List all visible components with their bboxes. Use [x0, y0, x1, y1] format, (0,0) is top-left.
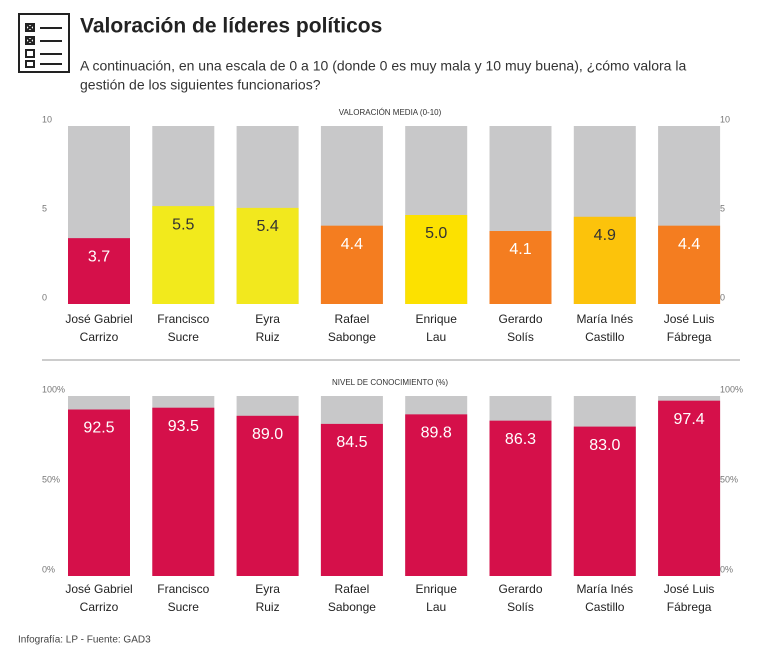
x-tick-label: Francisco [157, 582, 209, 596]
bar [320, 423, 383, 576]
bar [573, 426, 636, 576]
bar [405, 215, 468, 304]
subtitle: A continuación, en una escala de 0 a 10 … [80, 58, 686, 74]
value-label: 4.4 [678, 236, 700, 253]
x-tick-label: Ruiz [256, 600, 280, 614]
y-tick-label: 0 [42, 292, 47, 302]
source: Infografía: LP - Fuente: GAD3 [18, 635, 151, 646]
bar [489, 231, 552, 304]
value-label: 97.4 [674, 411, 705, 428]
x-tick-label: Solís [507, 600, 534, 614]
x-tick-label: Francisco [157, 312, 209, 326]
value-label: 89.8 [421, 425, 452, 442]
x-tick-label: Carrizo [80, 330, 119, 344]
y-tick-label: 0 [720, 292, 725, 302]
x-tick-label: Solís [507, 330, 534, 344]
value-label: 4.4 [341, 236, 363, 253]
title: Valoración de líderes políticos [80, 15, 382, 38]
x-tick-label: Sucre [168, 600, 200, 614]
bar [236, 207, 299, 304]
x-tick-label: José Luis [664, 582, 715, 596]
y-tick-label: 10 [720, 114, 730, 124]
x-tick-label: María Inés [576, 312, 633, 326]
bar [320, 225, 383, 304]
value-label: 5.0 [425, 225, 447, 242]
bar [489, 420, 552, 576]
x-tick-label: Gerardo [498, 582, 542, 596]
bar [658, 400, 721, 576]
x-tick-label: Rafael [335, 582, 370, 596]
x-tick-label: Lau [426, 600, 446, 614]
x-tick-label: Enrique [416, 582, 458, 596]
x-tick-label: María Inés [576, 582, 633, 596]
value-label: 4.9 [594, 227, 616, 244]
value-label: 93.5 [168, 418, 199, 435]
bar [573, 216, 636, 304]
value-label: 86.3 [505, 431, 536, 448]
value-label: 89.0 [252, 426, 283, 443]
y-tick-label: 0% [42, 564, 55, 574]
x-tick-label: José Luis [664, 312, 715, 326]
x-tick-label: Sabonge [328, 330, 376, 344]
subtitle: gestión de los siguientes funcionarios? [80, 77, 321, 93]
bar [236, 415, 299, 576]
x-tick-label: Carrizo [80, 600, 119, 614]
y-tick-label: 5 [42, 203, 47, 213]
bar [405, 414, 468, 576]
x-tick-label: Lau [426, 330, 446, 344]
x-tick-label: José Gabriel [65, 582, 132, 596]
y-tick-label: 0% [720, 564, 733, 574]
x-tick-label: Sabonge [328, 600, 376, 614]
value-label: 5.5 [172, 216, 194, 233]
y-tick-label: 50% [42, 474, 60, 484]
value-label: 3.7 [88, 248, 110, 265]
x-tick-label: Enrique [416, 312, 458, 326]
chart-title: VALORACIÓN MEDIA (0-10) [339, 108, 442, 117]
bar [68, 409, 130, 576]
x-tick-label: Gerardo [498, 312, 542, 326]
x-tick-label: Ruiz [256, 330, 280, 344]
y-tick-label: 100% [720, 384, 743, 394]
y-tick-label: 50% [720, 474, 738, 484]
x-tick-label: Sucre [168, 330, 200, 344]
y-tick-label: 100% [42, 384, 65, 394]
x-tick-label: Fábrega [667, 330, 712, 344]
x-tick-label: José Gabriel [65, 312, 132, 326]
x-tick-label: Eyra [255, 312, 280, 326]
bar [658, 225, 721, 304]
checklist-icon [18, 13, 70, 73]
x-tick-label: Eyra [255, 582, 280, 596]
value-label: 84.5 [336, 434, 367, 451]
bar [152, 407, 215, 576]
bar [152, 206, 215, 304]
y-tick-label: 5 [720, 203, 725, 213]
x-tick-label: Castillo [585, 330, 625, 344]
x-tick-label: Castillo [585, 600, 625, 614]
value-label: 83.0 [589, 437, 620, 454]
value-label: 5.4 [256, 218, 278, 235]
x-tick-label: Rafael [335, 312, 370, 326]
value-label: 92.5 [83, 420, 114, 437]
value-label: 4.1 [509, 241, 531, 258]
y-tick-label: 10 [42, 114, 52, 124]
x-tick-label: Fábrega [667, 600, 712, 614]
chart-title: NIVEL DE CONOCIMIENTO (%) [332, 378, 448, 387]
bar [68, 238, 130, 304]
